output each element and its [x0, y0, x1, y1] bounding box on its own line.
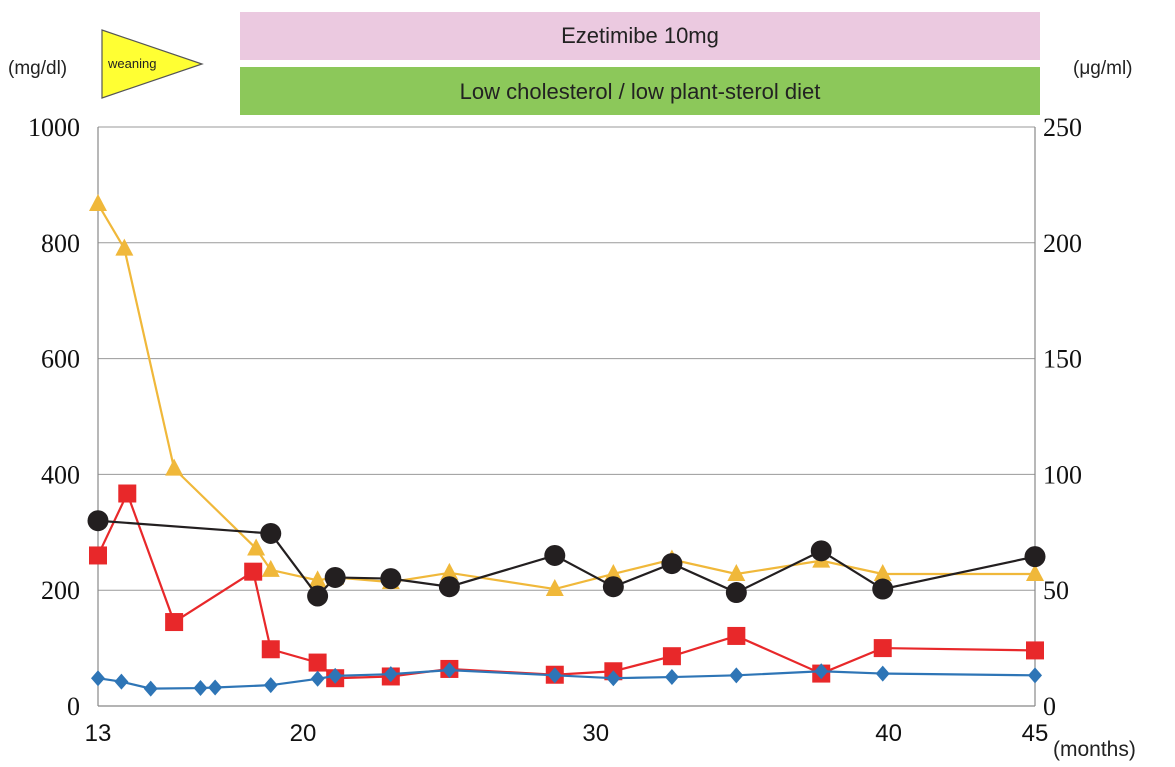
- data-point-triangle: [89, 194, 107, 212]
- data-point-circle: [87, 510, 109, 532]
- data-point-triangle: [873, 563, 892, 581]
- data-point-circle: [544, 544, 566, 566]
- data-point-circle: [872, 578, 894, 600]
- data-point-circle: [1024, 546, 1046, 568]
- data-point-square: [261, 640, 280, 659]
- x-axis-ticks: 13 20 30 40 45: [85, 720, 1049, 747]
- data-point-square: [89, 546, 107, 565]
- series-line: [97, 203, 1035, 591]
- data-point-triangle: [308, 570, 327, 588]
- data-point-diamond: [91, 670, 105, 687]
- data-point-triangle: [727, 563, 746, 581]
- left-tick-label: 200: [41, 576, 80, 605]
- data-point-triangle: [440, 562, 459, 580]
- x-tick-label: 45: [1022, 720, 1049, 747]
- x-axis-unit: (months): [1053, 738, 1136, 761]
- series-diamond: [91, 662, 1042, 697]
- data-point-circle: [260, 522, 282, 544]
- left-axis-ticks: 0 200 400 600 800 1000: [28, 113, 80, 721]
- data-point-triangle: [165, 458, 184, 476]
- data-point-diamond: [606, 670, 621, 687]
- data-point-diamond: [310, 670, 325, 687]
- data-point-diamond: [143, 680, 158, 697]
- data-point-triangle: [1026, 563, 1044, 581]
- series-line: [97, 669, 1036, 690]
- data-point-diamond: [442, 662, 457, 679]
- data-point-diamond: [328, 667, 343, 684]
- data-point-square: [244, 562, 263, 581]
- data-point-circle: [324, 566, 346, 588]
- right-tick-label: 0: [1043, 692, 1056, 721]
- right-tick-label: 100: [1043, 460, 1082, 489]
- data-point-triangle: [545, 579, 564, 597]
- left-tick-label: 1000: [28, 113, 80, 142]
- data-point-square: [662, 647, 681, 666]
- data-point-square: [308, 653, 327, 672]
- data-point-diamond: [193, 680, 208, 697]
- left-axis-unit: (mg/dl): [8, 58, 67, 79]
- data-point-diamond: [263, 677, 278, 694]
- data-point-diamond: [729, 667, 744, 684]
- right-axis-unit: (μg/ml): [1073, 58, 1133, 79]
- data-point-square: [165, 613, 184, 632]
- x-tick-label: 30: [582, 720, 609, 747]
- data-point-triangle: [261, 559, 280, 577]
- data-point-diamond: [547, 667, 562, 684]
- diet-label: Low cholesterol / low plant-sterol diet: [460, 79, 821, 104]
- data-point-diamond: [664, 669, 679, 686]
- data-point-square: [1026, 641, 1044, 660]
- right-axis-ticks: 0 50 100 150 200 250: [1043, 113, 1082, 721]
- data-point-square: [727, 626, 746, 645]
- series-line: [97, 519, 1036, 598]
- weaning-label: weaning: [107, 56, 156, 71]
- ezetimibe-label: Ezetimibe 10mg: [561, 23, 719, 48]
- data-point-circle: [380, 568, 402, 590]
- data-point-circle: [661, 553, 683, 575]
- weaning-arrow: [101, 29, 204, 99]
- data-point-square: [118, 484, 137, 503]
- left-tick-label: 400: [41, 460, 80, 489]
- data-point-triangle: [115, 238, 134, 256]
- series-group: [87, 194, 1046, 697]
- x-tick-label: 13: [85, 720, 112, 747]
- ezetimibe-bar: [240, 12, 1040, 60]
- diet-bar: [240, 67, 1040, 115]
- right-tick-label: 250: [1043, 113, 1082, 142]
- x-tick-label: 20: [290, 720, 317, 747]
- data-point-diamond: [814, 663, 829, 680]
- gridlines: [98, 126, 1035, 591]
- data-point-circle: [725, 582, 747, 604]
- series-circle: [87, 510, 1046, 607]
- right-tick-label: 150: [1043, 345, 1082, 374]
- data-point-circle: [602, 576, 624, 598]
- data-point-square: [873, 639, 892, 658]
- data-point-triangle: [247, 538, 266, 556]
- left-tick-label: 800: [41, 229, 80, 258]
- data-point-diamond: [1028, 667, 1042, 684]
- data-point-circle: [307, 585, 329, 607]
- data-point-circle: [810, 540, 832, 562]
- data-point-diamond: [114, 673, 129, 690]
- right-tick-label: 50: [1043, 576, 1069, 605]
- right-tick-label: 200: [1043, 229, 1082, 258]
- data-point-triangle: [604, 563, 623, 581]
- left-tick-label: 0: [67, 692, 80, 721]
- x-tick-label: 40: [875, 720, 902, 747]
- data-point-diamond: [875, 665, 890, 682]
- series-triangle: [89, 194, 1044, 597]
- data-point-diamond: [383, 666, 398, 683]
- data-point-diamond: [208, 679, 223, 696]
- left-tick-label: 600: [41, 345, 80, 374]
- data-point-circle: [438, 576, 460, 598]
